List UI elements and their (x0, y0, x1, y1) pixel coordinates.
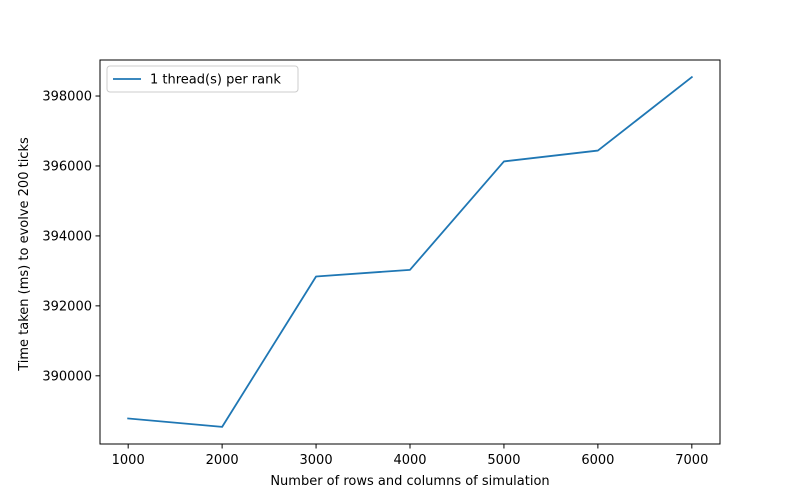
x-tick-label: 6000 (581, 453, 614, 468)
y-tick-label: 392000 (42, 299, 92, 314)
y-axis-label: Time taken (ms) to evolve 200 ticks (17, 137, 32, 372)
y-tick-label: 394000 (42, 229, 92, 244)
x-tick-label: 4000 (393, 453, 426, 468)
x-axis-label: Number of rows and columns of simulation (270, 474, 549, 489)
y-tick-label: 390000 (42, 369, 92, 384)
x-tick-label: 7000 (675, 453, 708, 468)
plot-layer: 1000 2000 3000 4000 5000 6000 7000 390000 392000… (42, 59, 721, 468)
x-tick-label: 5000 (487, 453, 520, 468)
legend-box (106, 65, 299, 93)
series-line-0 (127, 75, 694, 428)
legend-entry-label: 1 thread(s) per rank (150, 73, 281, 88)
x-tick-label: 1000 (112, 453, 145, 468)
x-tick-label: 3000 (300, 453, 333, 468)
y-tick-label: 398000 (42, 90, 92, 105)
x-tick-label: 2000 (206, 453, 239, 468)
legend: 1 thread(s) per rank (106, 65, 299, 93)
y-tick-label: 396000 (42, 159, 92, 174)
